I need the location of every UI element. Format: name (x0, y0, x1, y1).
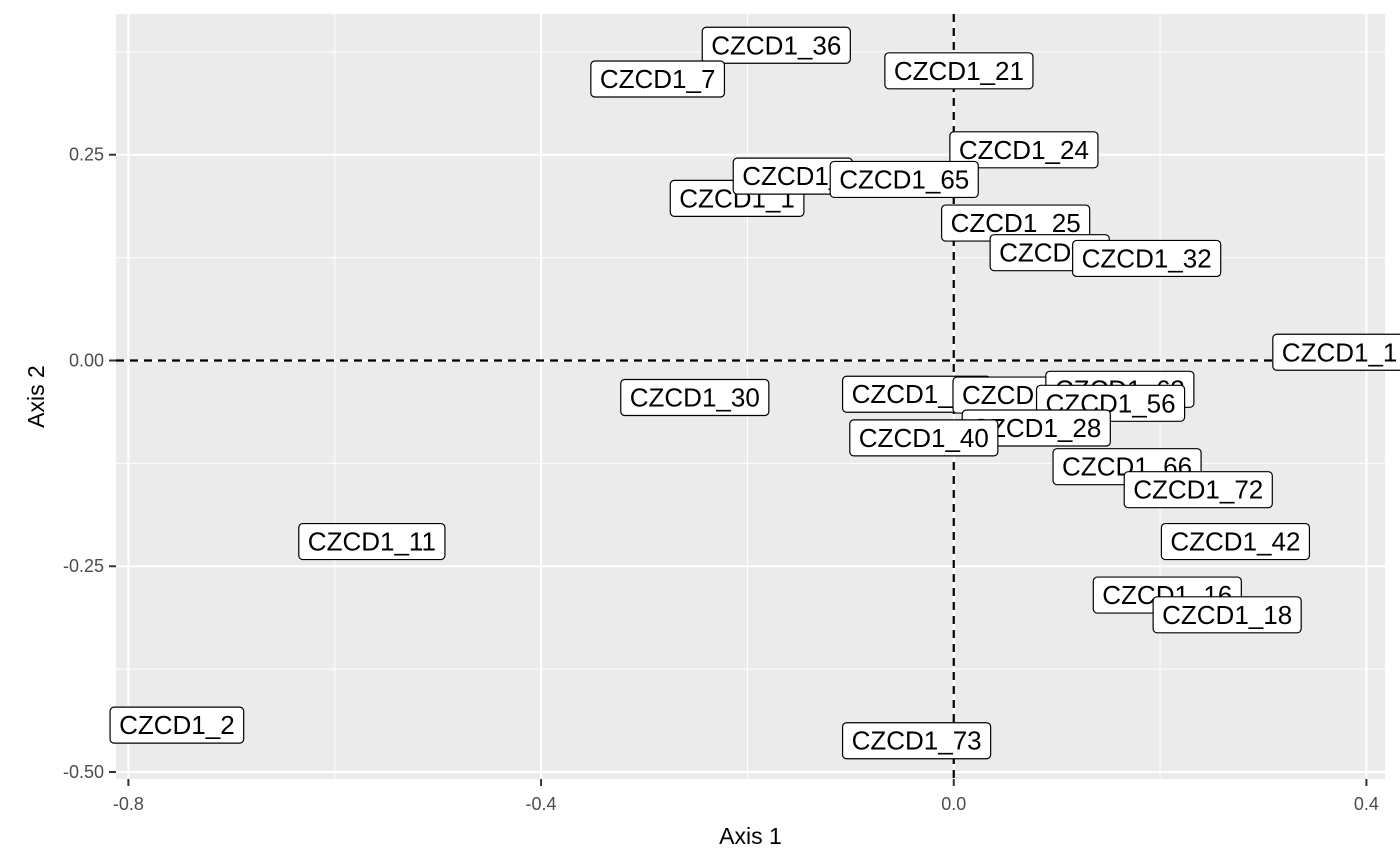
y-tick-label: -0.25 (63, 556, 104, 576)
point-label-box (590, 60, 726, 98)
x-tick-label: 0.4 (1354, 794, 1379, 814)
point-label: CZCD1_42 (1160, 522, 1311, 561)
point-label: CZCD1_2 (109, 706, 245, 744)
x-axis-title: Axis 1 (719, 823, 782, 849)
point-label: CZCD1_32 (1072, 239, 1222, 278)
y-axis-title: Axis 2 (23, 365, 49, 428)
point-label-text: CZCD1_21 (894, 56, 1024, 86)
point-label-text: CZCD1_ (742, 161, 844, 191)
point-label: CZCD1_73 (841, 722, 992, 760)
point-label: CZCD1_30 (620, 378, 770, 417)
point-label: CZCD1_1 (1272, 333, 1400, 371)
point-label-text: CZCD1_25 (951, 208, 1081, 238)
point-label-text: CZCD1_65 (839, 164, 969, 194)
point-label: CZCD1_25 (941, 204, 1091, 242)
point-label-box (298, 522, 446, 561)
point-label-text: CZCD1_7 (600, 64, 716, 94)
point-label-box (109, 706, 245, 744)
point-label: CZCD1_65 (829, 160, 979, 199)
x-tick-label: -0.4 (526, 794, 557, 814)
point-label-box (849, 419, 999, 457)
x-tick-label: 0.0 (941, 794, 966, 814)
point-label: CZCD1_11 (298, 522, 446, 561)
x-tick-label: -0.8 (113, 794, 144, 814)
point-label-text: CZCD1_2 (119, 710, 235, 740)
point-label-box (1152, 596, 1302, 634)
point-label: CZCD1_18 (1152, 596, 1302, 634)
y-axis: 0.25 0.00 -0.25 -0.50 (63, 145, 116, 782)
point-label-box (1160, 522, 1311, 561)
point-label-text: CZCD1_72 (1133, 475, 1263, 505)
y-tick-label: 0.25 (69, 145, 104, 165)
point-labels: CZCD1_36 CZCD1_7 CZCD1_21 CZCD1_24 CZCD1_1 CZ… (109, 26, 1400, 760)
point-label-text: CZCD1_11 (308, 527, 436, 557)
point-label-box (1072, 239, 1222, 278)
point-label-text: CZCD1_1 (1282, 337, 1398, 367)
point-label: CZCD1_24 (949, 131, 1099, 169)
point-label: CZCD1_7 (590, 60, 726, 98)
point-label-text: CZCD1_73 (852, 726, 982, 756)
point-label-box (701, 26, 851, 64)
point-label-text: CZCD1_42 (1170, 527, 1300, 557)
point-label-box (884, 52, 1034, 90)
point-label: CZCD1_21 (884, 52, 1034, 90)
point-label-text: CZCD1_24 (959, 135, 1089, 165)
point-label-box (841, 722, 992, 760)
point-label-text: CZCD1_30 (630, 383, 760, 413)
point-label-box (949, 131, 1099, 169)
point-label: CZCD1_40 (849, 419, 999, 457)
point-label-box (829, 160, 979, 199)
point-label: CZCD1_ (732, 157, 853, 195)
y-tick-label: -0.50 (63, 762, 104, 782)
x-axis: -0.8 -0.4 0.0 0.4 (113, 779, 1379, 814)
point-label-text: CZCD1_32 (1082, 243, 1212, 273)
point-label-box (1272, 333, 1400, 371)
point-label: CZCD1_72 (1123, 471, 1273, 509)
point-label-box (620, 378, 770, 417)
point-label: CZCD1_36 (701, 26, 851, 64)
point-label-box (1123, 471, 1273, 509)
point-label-text: CZCD1_36 (711, 30, 841, 60)
y-tick-label: 0.00 (69, 350, 104, 370)
point-label-text: CZCD1_18 (1162, 600, 1292, 630)
point-label-text: CZCD1_40 (859, 423, 989, 453)
